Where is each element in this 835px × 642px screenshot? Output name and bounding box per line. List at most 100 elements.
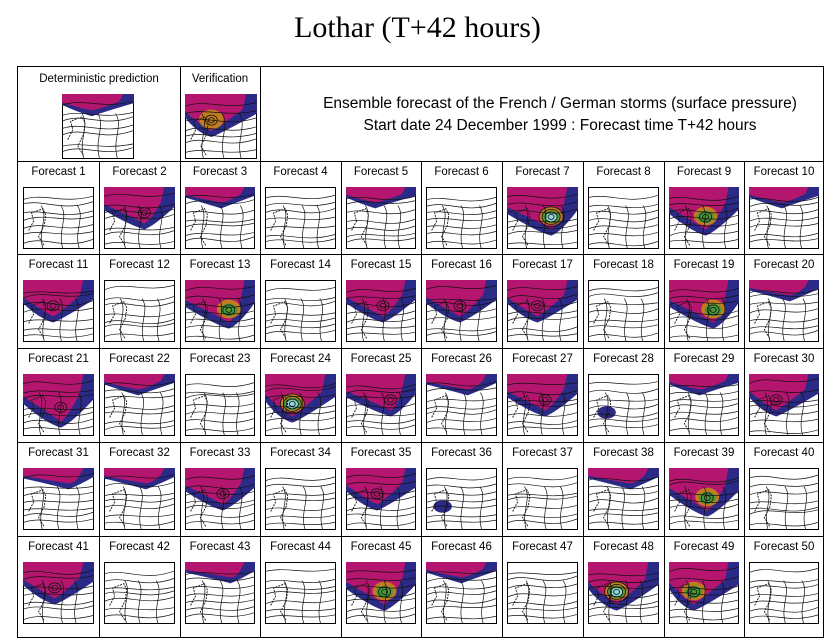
- isobar: [479, 205, 483, 249]
- forecast-map-thumbnail: [749, 468, 819, 530]
- isobar: [58, 392, 62, 436]
- isobar: [265, 201, 336, 207]
- isobar: [301, 205, 306, 249]
- forecast-label: Forecast 24: [270, 353, 331, 365]
- isobar: [640, 298, 645, 342]
- isobar: [749, 403, 819, 408]
- pressure-map: [185, 94, 257, 159]
- isobar: [700, 492, 714, 504]
- isobar: [588, 388, 659, 394]
- isobar: [769, 394, 783, 406]
- isobar: [426, 585, 497, 590]
- forecast-map-thumbnail: [749, 374, 819, 436]
- isobar: [265, 296, 336, 301]
- pressure-map: [104, 187, 175, 249]
- isobar: [302, 486, 307, 530]
- forecast-label: Forecast 31: [28, 447, 89, 459]
- isobar: [265, 194, 336, 199]
- isobar: [507, 613, 578, 619]
- pressure-map: [185, 562, 255, 624]
- isobar: [588, 572, 659, 577]
- coastline: [28, 208, 47, 247]
- isobar: [608, 580, 612, 624]
- isobar: [669, 576, 739, 581]
- forecast-label: Forecast 5: [353, 166, 409, 178]
- isobar: [23, 238, 94, 245]
- isobar: [507, 600, 578, 606]
- isobar: [75, 298, 79, 342]
- pressure-map: [588, 468, 659, 530]
- isobar: [684, 486, 688, 530]
- isobar: [346, 388, 416, 394]
- isobar: [185, 606, 255, 611]
- isobar: [559, 486, 564, 530]
- isobar: [507, 389, 578, 396]
- isobar: [346, 606, 416, 613]
- isobar: [782, 298, 786, 342]
- isobar: [265, 599, 336, 605]
- isobar: [669, 222, 739, 227]
- grid-vline: [341, 161, 342, 638]
- isobar: [265, 585, 336, 590]
- isobar: [104, 295, 175, 302]
- isobar: [265, 216, 336, 220]
- isobar: [23, 333, 94, 338]
- isobar: [185, 101, 257, 107]
- map-border: [507, 562, 578, 624]
- isobar: [538, 206, 564, 228]
- isobar: [185, 334, 255, 340]
- low-pressure-area: [346, 374, 406, 411]
- isobar: [588, 240, 659, 247]
- isobar: [764, 392, 768, 436]
- isobar: [749, 389, 819, 393]
- pressure-map: [426, 187, 497, 249]
- isobar: [316, 205, 321, 249]
- isobar: [669, 402, 739, 409]
- isobar: [23, 223, 94, 229]
- isobar: [507, 310, 578, 315]
- isobar: [46, 300, 60, 312]
- isobar: [265, 482, 336, 487]
- pressure-map: [669, 374, 739, 436]
- isobar: [558, 298, 563, 342]
- isobar: [265, 312, 336, 316]
- isobar: [507, 492, 578, 497]
- isobar: [185, 512, 255, 518]
- isobar: [265, 323, 336, 329]
- isobar: [426, 604, 497, 610]
- forecast-map-thumbnail: [507, 374, 578, 436]
- isobar: [157, 486, 162, 530]
- isobar: [185, 402, 255, 408]
- isobar: [346, 295, 416, 299]
- deterministic-label: Deterministic prediction: [39, 73, 159, 85]
- isobar: [104, 226, 175, 231]
- forecast-map-thumbnail: [185, 374, 255, 436]
- coastline: [512, 301, 531, 340]
- isobar: [699, 211, 713, 223]
- isobar: [749, 317, 819, 323]
- isobar: [588, 318, 659, 323]
- isobar: [185, 410, 255, 415]
- isobar: [669, 195, 739, 201]
- coastline: [754, 583, 772, 622]
- isobar: [507, 293, 578, 300]
- isobar: [426, 590, 497, 596]
- isobar: [588, 423, 659, 429]
- isobar: [588, 231, 659, 237]
- forecast-label: Forecast 1: [31, 166, 86, 178]
- forecast-map-thumbnail: [104, 374, 175, 436]
- isobar: [301, 580, 306, 624]
- isobar: [588, 577, 659, 583]
- coastline: [109, 395, 128, 434]
- grid-vline: [421, 161, 422, 638]
- coastline: [754, 208, 772, 247]
- forecast-map-thumbnail: [346, 562, 416, 624]
- isobar: [443, 580, 447, 624]
- isobar: [346, 473, 416, 479]
- isobar: [723, 205, 728, 249]
- isobar: [396, 486, 401, 530]
- isobar: [23, 507, 94, 511]
- isobar: [185, 382, 255, 387]
- forecast-map-thumbnail: [669, 280, 739, 342]
- isobar: [480, 392, 484, 436]
